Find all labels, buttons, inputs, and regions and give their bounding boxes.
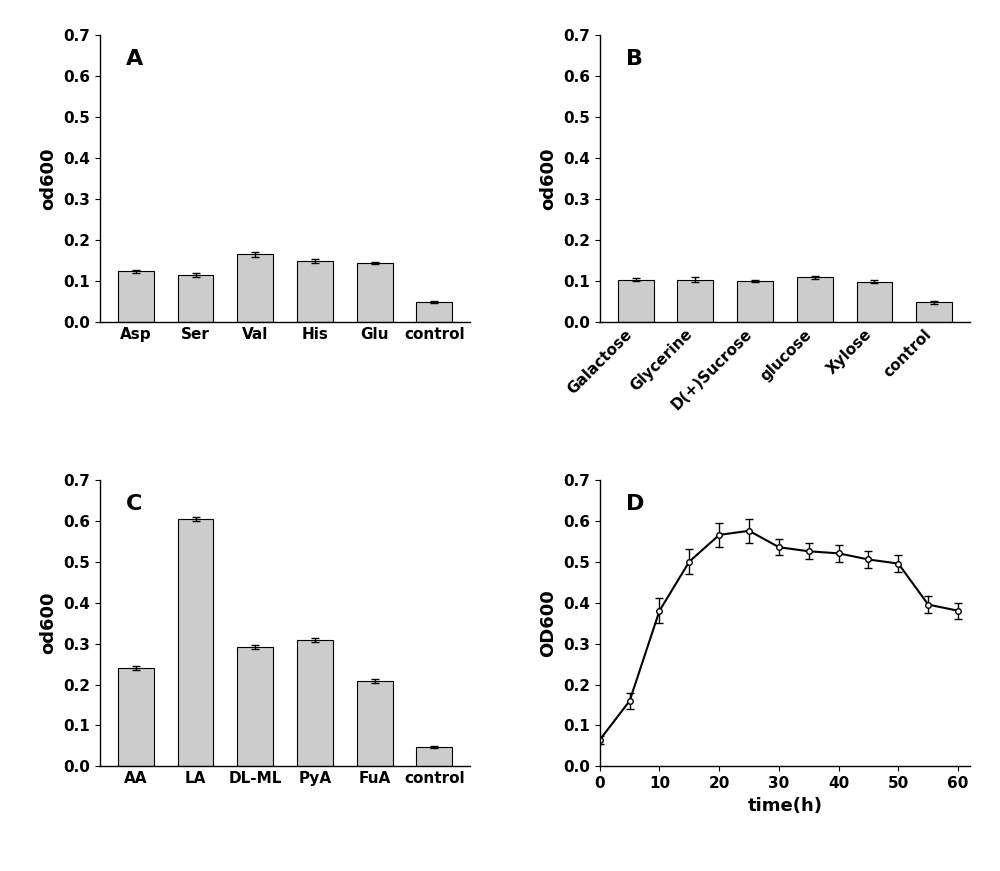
Y-axis label: od600: od600 <box>540 147 558 210</box>
Bar <box>357 681 393 766</box>
Y-axis label: od600: od600 <box>40 591 58 654</box>
Bar <box>297 640 333 766</box>
Bar <box>797 278 833 321</box>
Bar <box>237 647 273 766</box>
Text: B: B <box>626 49 643 69</box>
X-axis label: time(h): time(h) <box>747 797 822 814</box>
Bar <box>857 281 892 321</box>
Bar <box>178 275 213 321</box>
Bar <box>297 261 333 321</box>
Bar <box>357 263 393 321</box>
Y-axis label: OD600: OD600 <box>540 589 558 657</box>
Text: D: D <box>626 494 644 514</box>
Y-axis label: od600: od600 <box>40 147 58 210</box>
Bar <box>416 302 452 321</box>
Text: A: A <box>126 49 143 69</box>
Bar <box>916 302 952 321</box>
Text: C: C <box>126 494 142 514</box>
Bar <box>118 668 154 766</box>
Bar <box>416 746 452 766</box>
Bar <box>178 519 213 766</box>
Bar <box>618 280 654 321</box>
Bar <box>118 272 154 321</box>
Bar <box>737 280 773 321</box>
Bar <box>237 254 273 321</box>
Bar <box>677 280 713 321</box>
